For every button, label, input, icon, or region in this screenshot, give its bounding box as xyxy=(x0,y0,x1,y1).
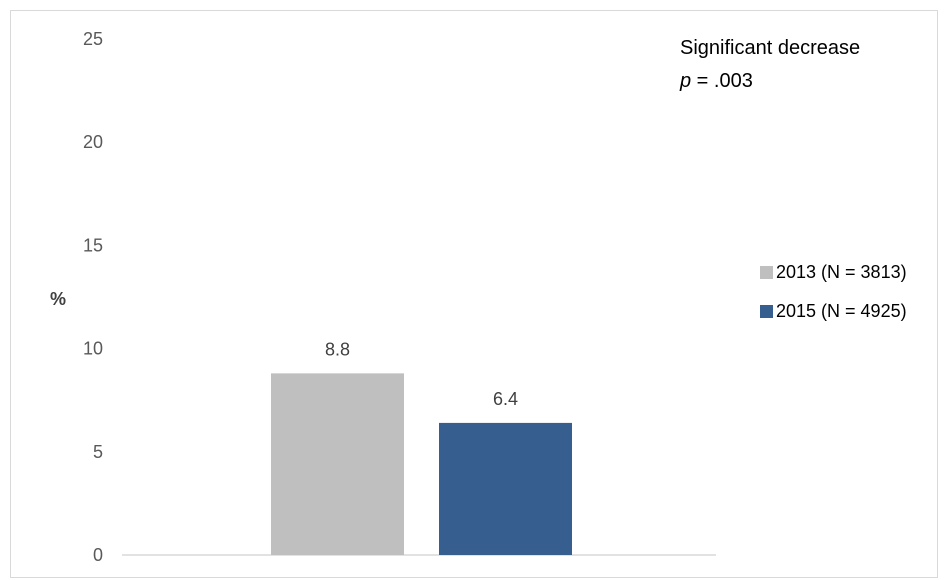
y-tick-label: 10 xyxy=(83,339,103,359)
bars xyxy=(271,373,572,555)
y-tick-label: 20 xyxy=(83,132,103,152)
y-axis-ticks: 0 5 10 15 20 25 xyxy=(83,29,103,565)
y-tick-label: 25 xyxy=(83,29,103,49)
annotation-line-2: p = .003 xyxy=(679,70,753,92)
p-symbol: p xyxy=(679,70,691,92)
bar-1 xyxy=(271,373,404,555)
p-value: = .003 xyxy=(691,70,753,92)
data-labels: 8.8 6.4 xyxy=(325,339,518,409)
legend-label-1: 2013 (N = 3813) xyxy=(776,262,907,282)
legend-label-2: 2015 (N = 4925) xyxy=(776,301,907,321)
bar-2 xyxy=(439,422,572,555)
legend: 2013 (N = 3813) 2015 (N = 4925) xyxy=(760,262,907,321)
legend-swatch-2 xyxy=(760,305,773,318)
y-axis-label: % xyxy=(50,289,66,309)
y-tick-label: 5 xyxy=(93,442,103,462)
legend-swatch-1 xyxy=(760,266,773,279)
data-label-2: 6.4 xyxy=(493,389,518,409)
y-tick-label: 0 xyxy=(93,545,103,565)
data-label-1: 8.8 xyxy=(325,339,350,359)
annotation-line-1: Significant decrease xyxy=(680,37,860,59)
y-tick-label: 15 xyxy=(83,235,103,255)
